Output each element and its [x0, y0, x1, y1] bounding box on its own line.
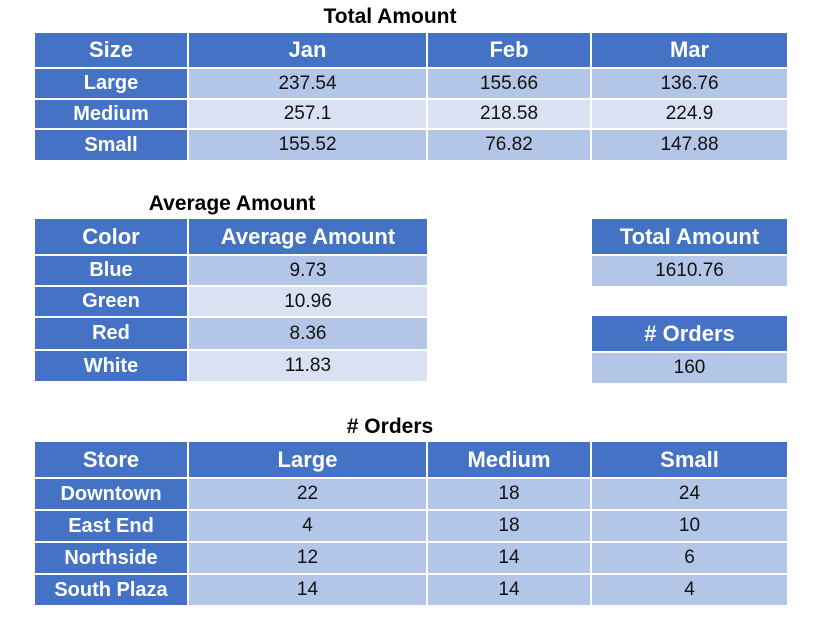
row-label: Medium	[35, 98, 189, 129]
header-large: Large	[188, 442, 428, 479]
row-label: Downtown	[35, 477, 189, 510]
row-label: Small	[35, 128, 189, 160]
average-amount-title: Average Amount	[148, 192, 316, 215]
header-feb: Feb	[427, 33, 592, 69]
table-row: Northside 12 14 6	[35, 541, 787, 574]
table-cell: 8.36	[188, 316, 427, 350]
table-cell: 10	[591, 509, 787, 542]
table-row: Medium 257.1 218.58 224.9	[35, 98, 787, 129]
row-label: Red	[35, 316, 189, 350]
table-cell: 18	[427, 509, 592, 542]
table-cell: 4	[591, 573, 787, 605]
table-cell: 12	[188, 541, 428, 574]
header-medium: Medium	[427, 442, 592, 479]
table-cell: 14	[188, 573, 428, 605]
table-row: South Plaza 14 14 4	[35, 573, 787, 605]
row-label: Blue	[35, 254, 189, 286]
row-label: Green	[35, 285, 189, 317]
table-row: Large 237.54 155.66 136.76	[35, 67, 787, 99]
row-label: Northside	[35, 541, 189, 574]
grand-total-value: 1610.76	[592, 254, 787, 286]
total-amount-title: Total Amount	[323, 5, 457, 28]
header-small: Small	[591, 442, 787, 479]
row-label: White	[35, 349, 189, 381]
table-cell: 18	[427, 477, 592, 510]
table-cell: 14	[427, 573, 592, 605]
table-cell: 224.9	[591, 98, 787, 129]
total-amount-table: Size Jan Feb Mar Large 237.54 155.66 136…	[35, 33, 787, 160]
table-row: Blue 9.73	[35, 254, 427, 286]
table-row: Red 8.36	[35, 316, 427, 350]
table-cell: 9.73	[188, 254, 427, 286]
average-amount-table: Color Average Amount Blue 9.73 Green 10.…	[35, 219, 427, 381]
table-cell: 155.52	[188, 128, 428, 160]
table-cell: 237.54	[188, 67, 428, 99]
header-mar: Mar	[591, 33, 787, 69]
header-store: Store	[35, 442, 189, 479]
table-row: East End 4 18 10	[35, 509, 787, 542]
header-color: Color	[35, 219, 189, 256]
table-cell: 76.82	[427, 128, 592, 160]
table-cell: 24	[591, 477, 787, 510]
header-total-amount: Total Amount	[592, 219, 787, 256]
table-row: Small 155.52 76.82 147.88	[35, 128, 787, 160]
header-size: Size	[35, 33, 189, 69]
row-label: East End	[35, 509, 189, 542]
table-row: Downtown 22 18 24	[35, 477, 787, 510]
table-cell: 22	[188, 477, 428, 510]
table-row: Green 10.96	[35, 285, 427, 317]
order-count-value: 160	[592, 351, 787, 383]
table-cell: 147.88	[591, 128, 787, 160]
order-count-card: # Orders 160	[592, 316, 787, 383]
table-cell: 11.83	[188, 349, 427, 381]
table-cell: 14	[427, 541, 592, 574]
orders-title: # Orders	[346, 415, 434, 438]
header-jan: Jan	[188, 33, 428, 69]
table-cell: 136.76	[591, 67, 787, 99]
header-orders: # Orders	[592, 316, 787, 353]
table-cell: 257.1	[188, 98, 428, 129]
table-cell: 218.58	[427, 98, 592, 129]
table-cell: 10.96	[188, 285, 427, 317]
table-cell: 155.66	[427, 67, 592, 99]
header-average-amount: Average Amount	[188, 219, 427, 256]
row-label: South Plaza	[35, 573, 189, 605]
table-cell: 4	[188, 509, 428, 542]
row-label: Large	[35, 67, 189, 99]
table-row: White 11.83	[35, 349, 427, 381]
table-cell: 6	[591, 541, 787, 574]
grand-total-card: Total Amount 1610.76	[592, 219, 787, 286]
orders-table: Store Large Medium Small Downtown 22 18 …	[35, 442, 787, 605]
